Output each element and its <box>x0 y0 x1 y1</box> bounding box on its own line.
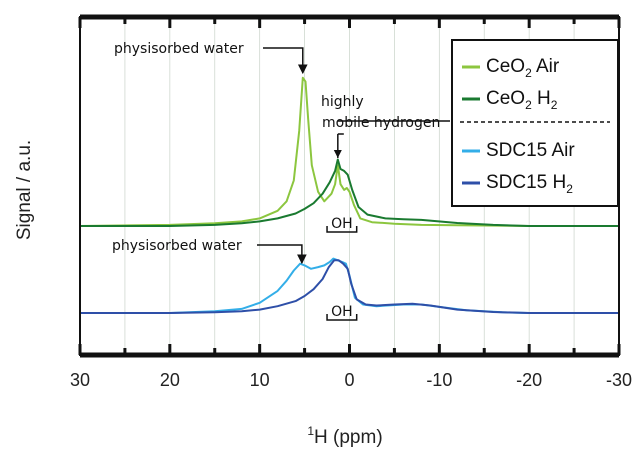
annotation-arrowhead <box>333 150 342 158</box>
x-tick-label: 0 <box>344 370 354 390</box>
legend-label: CeO2 Air <box>486 56 560 80</box>
x-axis-title-sup: 1 <box>307 424 314 438</box>
annotation-label: highly <box>321 94 364 110</box>
annotation-label: physisorbed water <box>112 238 242 254</box>
legend-label: CeO2 H2 <box>486 88 558 112</box>
x-tick-label: 20 <box>160 370 180 390</box>
annotation-arrowhead <box>297 254 307 265</box>
x-tick-label: -20 <box>516 370 542 390</box>
spectra-series <box>79 76 619 314</box>
annotation-label: mobile hydrogen <box>322 115 440 131</box>
x-tick-label: -10 <box>426 370 452 390</box>
x-tick-labels: 30 20 10 0 -10 -20 -30 <box>70 370 632 390</box>
oh-label: OH <box>331 304 353 320</box>
x-tick-label: 10 <box>250 370 270 390</box>
annotation-label: physisorbed water <box>114 41 244 57</box>
series-line <box>80 158 619 227</box>
series-line <box>80 259 619 314</box>
series-line <box>79 76 619 227</box>
legend-label: SDC15 Air <box>486 140 575 161</box>
legend-label: SDC15 H2 <box>486 172 573 196</box>
plot-frame <box>78 14 621 358</box>
annotation-leader <box>337 120 450 135</box>
x-axis-title-main: H (ppm) <box>314 427 383 448</box>
oh-label: OH <box>331 216 353 232</box>
x-axis-title: 1H (ppm) <box>307 424 382 448</box>
annotations: physisorbed water highly mobile hydrogen OH… <box>112 41 450 321</box>
oh-bracket <box>326 226 358 233</box>
x-tick-label: -30 <box>606 370 632 390</box>
x-tick-label: 30 <box>70 370 90 390</box>
oh-bracket <box>326 314 358 321</box>
annotation-arrowhead <box>297 64 308 75</box>
y-axis-title: Signal / a.u. <box>14 140 35 240</box>
legend: CeO2 Air CeO2 H2 SDC15 Air SDC15 H2 <box>451 39 619 207</box>
